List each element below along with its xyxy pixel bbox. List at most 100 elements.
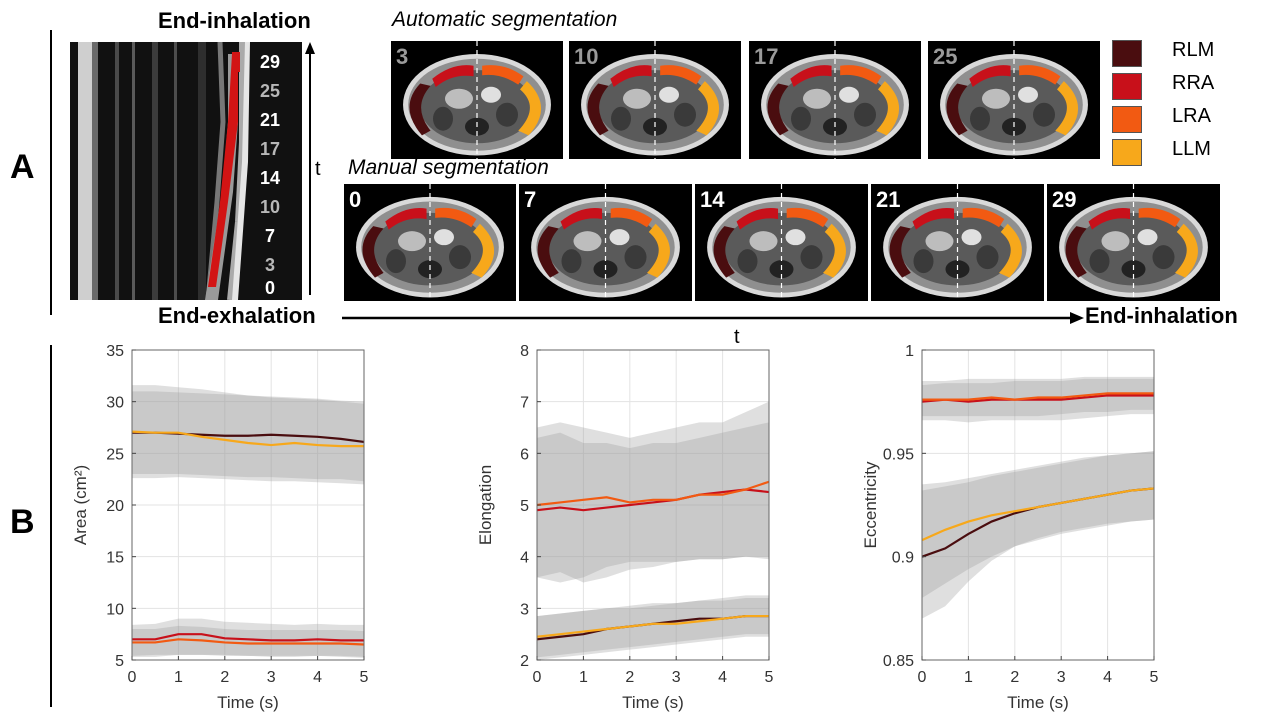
legend-swatch [1112, 106, 1142, 133]
mmode-top-label: End-inhalation [158, 8, 311, 33]
y-tick-label: 0.9 [892, 550, 914, 567]
lra-segment [786, 207, 829, 228]
organ [839, 86, 859, 103]
rlm-segment [537, 226, 559, 278]
y-tick-label: 5 [115, 653, 124, 670]
x-tick-label: 3 [672, 669, 681, 686]
series-line-llm [921, 487, 1155, 542]
auto-frame: 10 [568, 40, 742, 160]
series-line-lra [132, 638, 365, 646]
manual-frame-number: 14 [700, 187, 725, 212]
mmode-frame-label: 10 [259, 197, 281, 217]
lra-segment [840, 65, 882, 85]
rra-segment [969, 65, 1011, 88]
lra-segment [1019, 65, 1061, 85]
organ [573, 231, 602, 252]
series-line-rra [132, 633, 364, 642]
rra-segment [432, 65, 474, 88]
organ [961, 229, 982, 246]
y-tick-label: 4 [520, 550, 529, 567]
legend-label: LRA [1172, 105, 1211, 127]
manual-frame: 14 [694, 183, 869, 302]
llm-segment [999, 223, 1022, 278]
std-band-llm [537, 595, 769, 658]
rra-segment [385, 207, 427, 230]
organ [1101, 231, 1130, 252]
organ [445, 88, 473, 109]
axes-box [921, 349, 1155, 661]
rlm-segment [889, 226, 911, 278]
organ [913, 249, 934, 274]
legend-label: RRA [1172, 72, 1215, 94]
organ [854, 102, 876, 127]
organ [611, 106, 631, 131]
organ [398, 231, 426, 252]
series-line-llm [131, 430, 364, 448]
auto-frame: 25 [927, 40, 1101, 160]
vertical-time-arrow [305, 42, 315, 295]
y-tick-label: 6 [520, 446, 529, 463]
organ [925, 231, 954, 252]
legend-label: RLM [1172, 39, 1215, 61]
mmode-image [70, 42, 302, 300]
series-line-lra [922, 392, 1154, 401]
elongation-chart: 0 1 2 3 4 5 2 3 4 5 6 7 8 Time (s) Elongation [476, 343, 774, 712]
std-band-llm [922, 451, 1154, 598]
auto-frame-number: 25 [933, 44, 958, 69]
organ [449, 245, 471, 270]
organ [1089, 249, 1110, 274]
mmode-frame-label: 17 [259, 139, 281, 159]
llm-segment [1055, 81, 1079, 136]
llm-segment [876, 81, 900, 136]
mmode-frame-label: 25 [259, 81, 281, 101]
mmode-frame-label: 7 [264, 226, 275, 246]
auto-frame: 17 [748, 40, 922, 160]
x-axis-label: Time (s) [622, 693, 684, 712]
organ [785, 229, 806, 246]
llm-segment [1175, 223, 1198, 278]
end-inhalation-right-label: End-inhalation [1085, 303, 1238, 328]
y-tick-label: 0.85 [883, 653, 914, 670]
llm-segment [647, 223, 670, 278]
rlm-segment [409, 83, 431, 136]
organ [982, 88, 1010, 109]
std-band-rlm [537, 598, 769, 660]
auto-frame: 3 [390, 40, 564, 160]
panel-a-letter: A [10, 148, 35, 186]
x-tick-label: 0 [533, 669, 542, 686]
mmode-frame-label: 3 [264, 255, 275, 275]
y-tick-label: 20 [106, 498, 124, 515]
x-tick-label: 5 [360, 669, 369, 686]
y-tick-label: 8 [520, 343, 529, 360]
area-chart: 0 1 2 3 4 5 5 10 15 20 25 30 35 Time (s) Area (cm²) [71, 343, 369, 712]
rlm-segment [587, 83, 609, 136]
mmode-frame-label: 0 [264, 278, 275, 298]
x-tick-label: 2 [1010, 669, 1019, 686]
rlm-segment [1065, 226, 1087, 278]
y-tick-label: 0.95 [883, 446, 914, 463]
lra-segment [435, 207, 477, 228]
auto-frame-number: 3 [396, 44, 409, 69]
y-tick-label: 3 [520, 601, 529, 618]
series-line-rra [536, 488, 770, 512]
llm-segment [471, 223, 495, 278]
series-line-llm [536, 614, 769, 638]
std-band-lra [537, 401, 769, 583]
panel-b-divider [50, 345, 52, 707]
organ [749, 231, 778, 252]
organ [624, 245, 647, 270]
horizontal-time-arrow [342, 312, 1084, 324]
y-tick-label: 30 [106, 395, 124, 412]
organ [609, 229, 630, 246]
y-tick-label: 10 [106, 601, 124, 618]
x-tick-label: 5 [765, 669, 774, 686]
rra-segment [560, 207, 603, 230]
organ [561, 249, 582, 274]
end-exhalation-label: End-exhalation [158, 303, 316, 328]
manual-frame: 0 [343, 183, 517, 302]
automatic-title: Automatic segmentation [392, 8, 618, 31]
rra-segment [1088, 207, 1131, 230]
x-tick-label: 2 [220, 669, 229, 686]
rra-segment [790, 65, 832, 88]
manual-frame: 29 [1046, 183, 1221, 302]
